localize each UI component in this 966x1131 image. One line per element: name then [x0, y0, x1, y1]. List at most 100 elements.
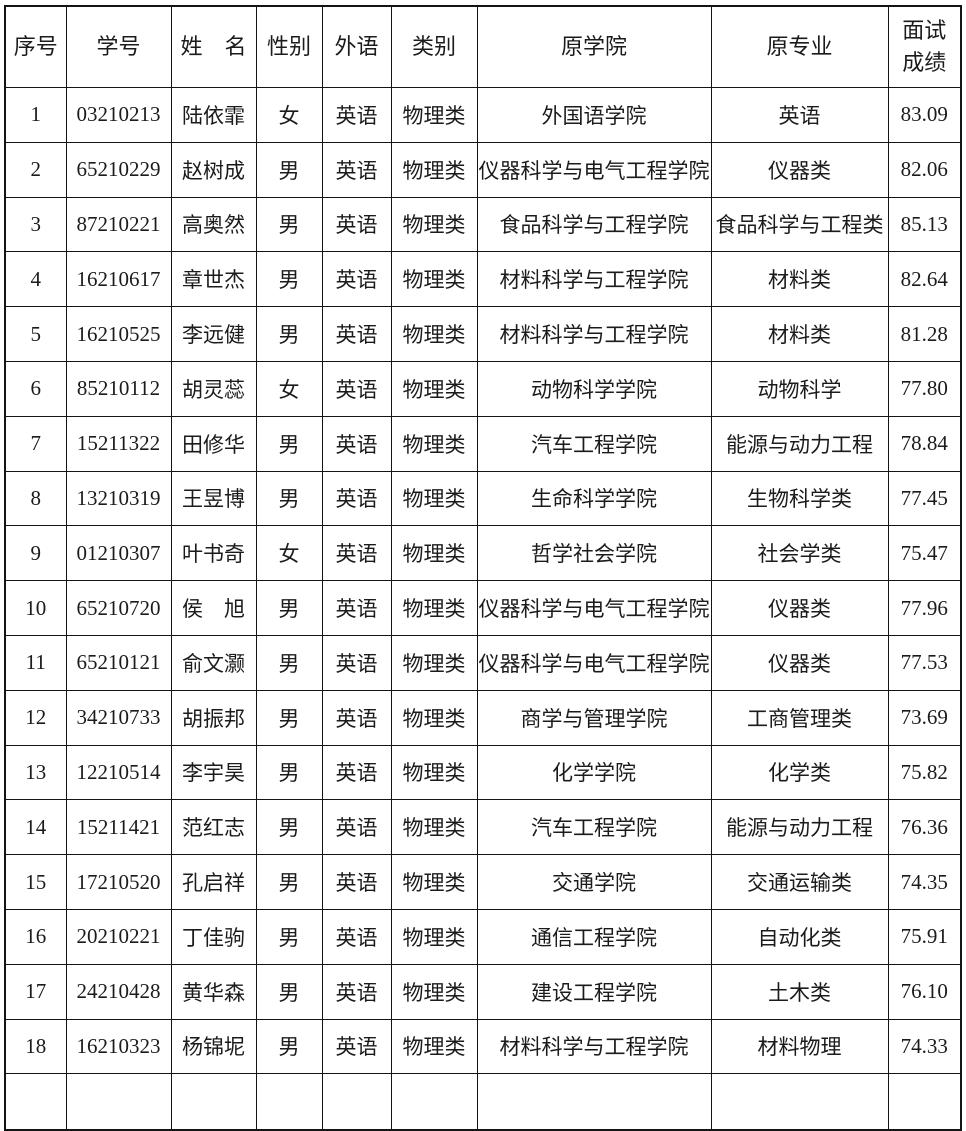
table-row: 12 34210733 胡振邦男英语 物理类 商学与管理学院 工商管理类 73.69 — [4, 689, 962, 746]
header-gender: 性别 — [255, 5, 323, 88]
header-score: 面试 成绩 — [887, 5, 962, 88]
cell-name: 叶书奇 — [170, 525, 257, 582]
cell-gender: 男 — [255, 415, 323, 472]
cell-major: 工商管理类 — [710, 689, 889, 746]
cell-empty — [321, 1073, 392, 1131]
cell-language: 英语 — [321, 196, 392, 253]
header-name: 姓 名 — [170, 5, 257, 88]
cell-score: 81.28 — [887, 306, 962, 362]
cell-gender: 男 — [255, 908, 323, 965]
cell-gender: 男 — [255, 251, 323, 308]
cell-gender: 男 — [255, 470, 323, 527]
header-score-line2: 成绩 — [902, 50, 947, 75]
cell-empty — [710, 1073, 889, 1131]
cell-language: 英语 — [321, 87, 392, 143]
cell-seq: 15 — [4, 854, 67, 910]
cell-seq: 9 — [4, 525, 67, 582]
table-row: 8 13210319 王昱博男英语 物理类 生命科学学院 生物科学类 77.45 — [4, 470, 962, 527]
cell-category: 物理类 — [390, 415, 478, 472]
cell-gender: 男 — [255, 580, 323, 636]
cell-seq: 6 — [4, 360, 67, 417]
cell-category: 物理类 — [390, 196, 478, 253]
cell-major: 材料类 — [710, 251, 889, 308]
cell-student-id: 16210525 — [65, 306, 172, 362]
cell-gender: 女 — [255, 87, 323, 143]
cell-language: 英语 — [321, 744, 392, 801]
cell-score: 82.64 — [887, 251, 962, 308]
cell-name: 赵树成 — [170, 141, 257, 198]
cell-major: 社会学类 — [710, 525, 889, 582]
cell-seq: 14 — [4, 799, 67, 856]
table-row: 15 17210520 孔启祥男英语 物理类 交通学院 交通运输类 74.35 — [4, 854, 962, 910]
cell-major: 能源与动力工程 — [710, 799, 889, 856]
cell-name: 孔启祥 — [170, 854, 257, 910]
cell-college: 交通学院 — [476, 854, 712, 910]
cell-category: 物理类 — [390, 689, 478, 746]
cell-college: 仪器科学与电气工程学院 — [476, 141, 712, 198]
cell-seq: 13 — [4, 744, 67, 801]
cell-name: 胡灵蕊 — [170, 360, 257, 417]
cell-name: 田修华 — [170, 415, 257, 472]
cell-major: 材料物理 — [710, 1018, 889, 1075]
cell-score: 77.45 — [887, 470, 962, 527]
cell-major: 化学类 — [710, 744, 889, 801]
cell-language: 英语 — [321, 415, 392, 472]
cell-student-id: 34210733 — [65, 689, 172, 746]
cell-language: 英语 — [321, 634, 392, 691]
cell-name: 胡振邦 — [170, 689, 257, 746]
cell-name: 黄华森 — [170, 963, 257, 1020]
cell-gender: 女 — [255, 525, 323, 582]
cell-seq: 4 — [4, 251, 67, 308]
cell-score: 75.47 — [887, 525, 962, 582]
cell-gender: 男 — [255, 689, 323, 746]
cell-college: 食品科学与工程学院 — [476, 196, 712, 253]
cell-student-id: 15211421 — [65, 799, 172, 856]
cell-college: 仪器科学与电气工程学院 — [476, 634, 712, 691]
table-row: 2 65210229 赵树成男英语 物理类 仪器科学与电气工程学院 仪器类 82.06 — [4, 141, 962, 198]
header-major: 原专业 — [710, 5, 889, 88]
cell-college: 材料科学与工程学院 — [476, 251, 712, 308]
table-row: 17 24210428 黄华森男英语 物理类 建设工程学院 土木类 76.10 — [4, 963, 962, 1020]
cell-student-id: 65210229 — [65, 141, 172, 198]
table-row: 3 87210221 高奥然男英语 物理类 食品科学与工程学院 食品科学与工程类 85.13 — [4, 196, 962, 253]
cell-gender: 男 — [255, 963, 323, 1020]
cell-category: 物理类 — [390, 634, 478, 691]
cell-student-id: 12210514 — [65, 744, 172, 801]
cell-name: 侯 旭 — [170, 580, 257, 636]
cell-college: 生命科学学院 — [476, 470, 712, 527]
cell-name: 王昱博 — [170, 470, 257, 527]
cell-college: 建设工程学院 — [476, 963, 712, 1020]
cell-empty — [4, 1073, 67, 1131]
table-row: 1 03210213 陆依霏女英语 物理类 外国语学院 英语 83.09 — [4, 87, 962, 143]
cell-category: 物理类 — [390, 251, 478, 308]
cell-score: 74.35 — [887, 854, 962, 910]
cell-seq: 2 — [4, 141, 67, 198]
cell-student-id: 85210112 — [65, 360, 172, 417]
cell-major: 能源与动力工程 — [710, 415, 889, 472]
cell-name: 高奥然 — [170, 196, 257, 253]
cell-college: 化学学院 — [476, 744, 712, 801]
cell-language: 英语 — [321, 251, 392, 308]
header-row: 序号 学号 姓 名 性别 外语 类别 原学院 原专业 面试 成绩 — [4, 5, 962, 88]
cell-seq: 1 — [4, 87, 67, 143]
cell-college: 通信工程学院 — [476, 908, 712, 965]
cell-empty — [476, 1073, 712, 1131]
cell-name: 俞文灏 — [170, 634, 257, 691]
cell-student-id: 16210617 — [65, 251, 172, 308]
cell-major: 英语 — [710, 87, 889, 143]
table-row-clipped — [4, 1073, 962, 1131]
cell-language: 英语 — [321, 360, 392, 417]
cell-score: 78.84 — [887, 415, 962, 472]
cell-gender: 男 — [255, 196, 323, 253]
cell-college: 商学与管理学院 — [476, 689, 712, 746]
cell-category: 物理类 — [390, 580, 478, 636]
cell-score: 76.10 — [887, 963, 962, 1020]
cell-category: 物理类 — [390, 744, 478, 801]
cell-language: 英语 — [321, 1018, 392, 1075]
cell-language: 英语 — [321, 306, 392, 362]
cell-student-id: 65210720 — [65, 580, 172, 636]
cell-student-id: 65210121 — [65, 634, 172, 691]
cell-empty — [887, 1073, 962, 1131]
cell-score: 82.06 — [887, 141, 962, 198]
cell-college: 材料科学与工程学院 — [476, 1018, 712, 1075]
